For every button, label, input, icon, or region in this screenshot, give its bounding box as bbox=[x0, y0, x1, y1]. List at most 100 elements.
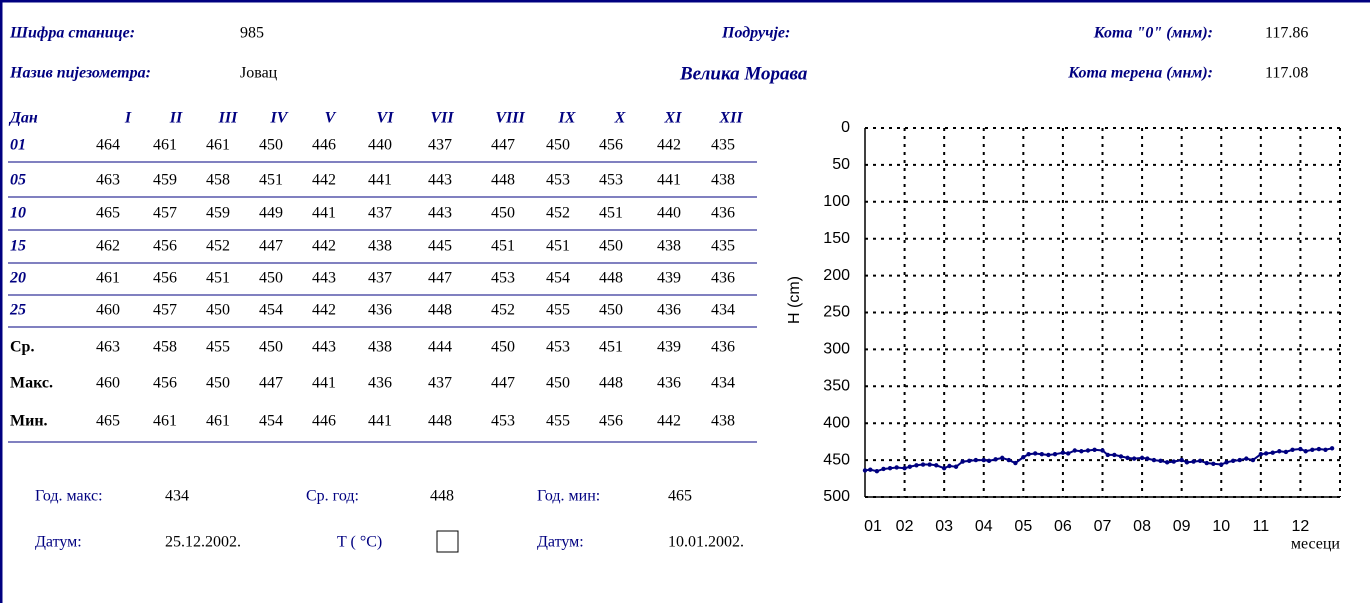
marker bbox=[1230, 458, 1236, 464]
cell: 451 bbox=[259, 172, 283, 189]
label: Датум: bbox=[35, 534, 82, 551]
checkbox[interactable] bbox=[436, 530, 459, 553]
cell: 442 bbox=[657, 413, 681, 430]
marker bbox=[862, 468, 868, 473]
row-label: 25 bbox=[9, 302, 26, 319]
cell: 447 bbox=[259, 375, 283, 392]
marker bbox=[1039, 451, 1045, 457]
cell: 456 bbox=[153, 375, 177, 392]
cell: 453 bbox=[546, 172, 570, 189]
x-tick-label: 04 bbox=[975, 518, 993, 535]
marker bbox=[1065, 451, 1071, 456]
cell: 456 bbox=[599, 137, 623, 154]
marker bbox=[1290, 447, 1295, 452]
marker bbox=[1092, 447, 1097, 452]
column-header: VII bbox=[430, 110, 454, 127]
row-label: 10 bbox=[10, 205, 26, 222]
value: 25.12.2002. bbox=[165, 534, 241, 551]
label: Год. макс: bbox=[35, 488, 103, 505]
cell: 451 bbox=[599, 339, 623, 356]
cell: 465 bbox=[96, 205, 120, 222]
cell: 436 bbox=[368, 302, 392, 319]
cell: 436 bbox=[368, 375, 392, 392]
cell: 461 bbox=[96, 270, 120, 287]
marker bbox=[881, 466, 886, 472]
marker bbox=[1270, 450, 1275, 455]
cell: 451 bbox=[546, 238, 570, 255]
cell: 460 bbox=[96, 302, 120, 319]
marker bbox=[1158, 458, 1163, 464]
marker bbox=[894, 465, 899, 470]
marker bbox=[1105, 452, 1110, 458]
y-tick-label: 350 bbox=[823, 378, 850, 395]
cell: 438 bbox=[711, 413, 735, 430]
value: 117.86 bbox=[1265, 25, 1308, 42]
cell: 458 bbox=[153, 339, 177, 356]
x-tick-label: 01 bbox=[864, 518, 882, 535]
cell: 436 bbox=[711, 205, 735, 222]
column-header: XII bbox=[718, 110, 743, 127]
x-axis-label: месеци bbox=[1291, 536, 1341, 553]
row-label: Мин. bbox=[10, 413, 48, 430]
marker bbox=[981, 457, 986, 463]
cell: 447 bbox=[428, 270, 452, 287]
cell: 441 bbox=[312, 375, 336, 392]
cell: 453 bbox=[599, 172, 623, 189]
marker bbox=[967, 458, 972, 464]
cell: 442 bbox=[312, 172, 336, 189]
marker bbox=[1277, 449, 1282, 454]
y-tick-label: 0 bbox=[841, 119, 850, 136]
marker bbox=[1139, 455, 1145, 461]
marker bbox=[1112, 452, 1117, 458]
cell: 443 bbox=[428, 172, 452, 189]
cell: 454 bbox=[259, 302, 283, 319]
cell: 457 bbox=[153, 302, 177, 319]
marker bbox=[1303, 449, 1308, 454]
cell: 460 bbox=[96, 375, 120, 392]
cell: 450 bbox=[546, 137, 570, 154]
value: Велика Морава bbox=[679, 63, 808, 84]
cell: 464 bbox=[96, 137, 120, 154]
cell: 445 bbox=[428, 238, 452, 255]
cell: 446 bbox=[312, 413, 336, 430]
x-tick-label: 08 bbox=[1133, 518, 1151, 535]
cell: 454 bbox=[546, 270, 570, 287]
marker bbox=[887, 466, 893, 471]
x-tick-label: 03 bbox=[935, 518, 953, 535]
value: 448 bbox=[430, 488, 454, 505]
cell: 452 bbox=[491, 302, 515, 319]
y-tick-label: 250 bbox=[823, 304, 850, 321]
marker bbox=[1244, 456, 1249, 461]
y-tick-label: 200 bbox=[823, 267, 850, 284]
cell: 442 bbox=[312, 302, 336, 319]
marker bbox=[1263, 451, 1269, 456]
cell: 455 bbox=[546, 413, 570, 430]
marker bbox=[868, 467, 873, 472]
cell: 435 bbox=[711, 238, 735, 255]
cell: 453 bbox=[491, 270, 515, 287]
row-label: 15 bbox=[10, 238, 26, 255]
marker bbox=[1191, 459, 1196, 464]
cell: 447 bbox=[259, 238, 283, 255]
cell: 434 bbox=[711, 302, 735, 319]
cell: 452 bbox=[206, 238, 230, 255]
cell: 457 bbox=[153, 205, 177, 222]
row-label: 05 bbox=[10, 172, 26, 189]
column-header: III bbox=[218, 110, 238, 127]
marker bbox=[1184, 460, 1190, 465]
marker bbox=[1145, 456, 1150, 461]
marker bbox=[1013, 460, 1018, 466]
marker bbox=[941, 466, 947, 471]
cell: 438 bbox=[657, 238, 681, 255]
cell: 465 bbox=[96, 413, 120, 430]
marker bbox=[1118, 454, 1124, 459]
label: Ср. год: bbox=[306, 488, 359, 505]
cell: 437 bbox=[368, 270, 392, 287]
marker bbox=[1250, 457, 1256, 463]
value: 465 bbox=[668, 488, 692, 505]
marker bbox=[1283, 449, 1289, 455]
marker bbox=[1100, 448, 1105, 453]
x-tick-label: 10 bbox=[1212, 518, 1230, 535]
cell: 450 bbox=[259, 137, 283, 154]
